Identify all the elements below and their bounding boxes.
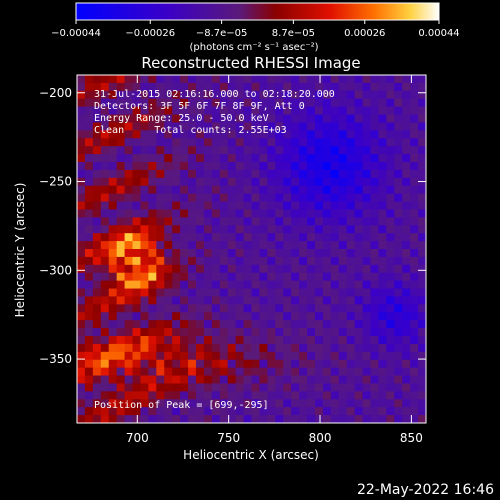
x-tick-label: 700 [126,431,149,445]
y-tick-label: −350 [39,352,72,366]
footer-timestamp: 22-May-2022 16:46 [357,482,494,498]
heatmap-pixels [77,75,426,423]
x-tick-label: 800 [309,431,332,445]
annotation-time-range: 31-Jul-2015 02:16:16.000 to 02:18:20.000 [94,89,335,100]
annotation-clean-counts: Clean Total counts: 2.55E+03 [94,125,287,136]
colorbar-tick-label: −0.00026 [125,28,175,39]
plot-frame [76,74,427,424]
x-axis-ticks: 700 750 800 850 [126,75,423,445]
colorbar-tick-label: −8.7e−05 [196,28,248,39]
colorbar-tick-label: 0.00044 [418,28,459,39]
y-tick-label: −200 [39,86,72,100]
y-axis-ticks: −200 −250 −300 −350 [39,86,426,366]
annotation-energy-range: Energy Range: 25.0 - 50.0 keV [94,113,269,124]
x-axis-label: Heliocentric X (arcsec) [183,448,319,462]
y-tick-label: −300 [39,263,72,277]
image-area [77,75,426,423]
y-axis-label: Heliocentric Y (arcsec) [13,183,27,318]
colorbar-tick-label: 0.00026 [344,28,385,39]
colorbar-ticks: −0.00044 −0.00026 −8.7e−05 8.7e−05 0.00026 0.… [51,20,460,39]
x-tick-label: 850 [400,431,423,445]
colorbar-gradient [75,2,440,21]
colorbar-tick-label: 8.7e−05 [272,28,315,39]
x-tick-label: 750 [217,431,240,445]
colorbar-tick-label: −0.00044 [51,28,101,39]
colorbar-unit-label: (photons cm⁻² s⁻¹ asec⁻²) [189,42,318,53]
peak-position-label: Position of Peak = [699,-295] [94,400,269,411]
y-tick-label: −250 [39,175,72,189]
colorbar: −0.00044 −0.00026 −8.7e−05 8.7e−05 0.00026 0.… [51,2,460,53]
chart-title: Reconstructed RHESSI Image [141,54,360,72]
annotation-detectors: Detectors: 3F 5F 6F 7F 8F 9F, Att 0 [94,101,305,112]
annotations: 31-Jul-2015 02:16:16.000 to 02:18:20.000… [94,89,335,411]
